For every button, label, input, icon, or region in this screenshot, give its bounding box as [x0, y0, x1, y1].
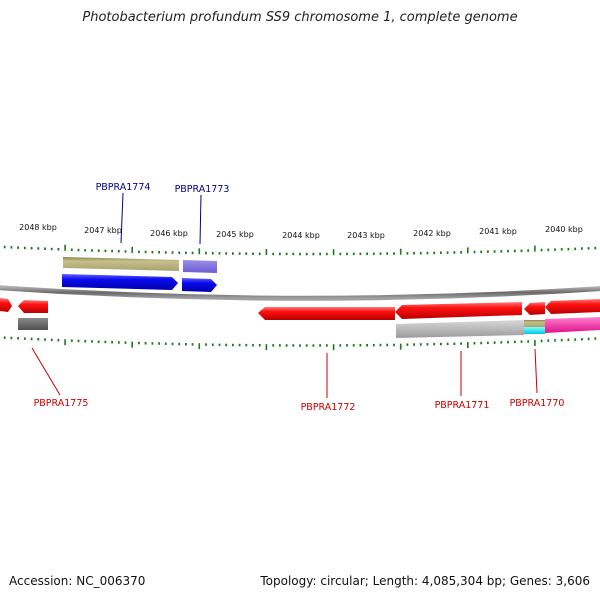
gene-arrow-reverse[interactable] [258, 307, 395, 320]
tick-label: 2040 kbp [545, 225, 583, 234]
gene-arrow-forward[interactable] [182, 278, 217, 292]
feature-bar[interactable] [183, 260, 217, 273]
tick-label: 2047 kbp [84, 226, 122, 235]
genome-summary-text: Topology: circular; Length: 4,085,304 bp… [260, 574, 590, 588]
leader-line [534, 348, 538, 394]
gene-arrow-reverse[interactable] [0, 298, 12, 312]
gene-arrow-reverse[interactable] [545, 299, 600, 314]
feature-bar[interactable] [545, 317, 600, 333]
accession-text: Accession: NC_006370 [9, 574, 146, 588]
tick-label: 2046 kbp [150, 229, 188, 238]
gene-arrow-reverse[interactable] [524, 302, 545, 315]
leader-line [120, 192, 124, 244]
gene-label[interactable]: PBPRA1771 [435, 400, 490, 411]
leader-line [199, 194, 202, 245]
feature-bar[interactable] [63, 257, 179, 271]
gene-label[interactable]: PBPRA1775 [34, 398, 89, 409]
feature-bar[interactable] [396, 320, 524, 338]
tick-label: 2041 kbp [479, 227, 517, 236]
outer-tick-ruler [3, 244, 597, 256]
feature-bar[interactable] [524, 320, 545, 327]
gene-label[interactable]: PBPRA1773 [175, 184, 230, 195]
genome-backbone [0, 285, 600, 301]
gene-label[interactable]: PBPRA1774 [96, 182, 151, 193]
tick-label: 2044 kbp [282, 231, 320, 240]
gene-arrow-reverse[interactable] [395, 302, 522, 319]
tick-label: 2042 kbp [413, 229, 451, 238]
inner-tick-ruler [3, 336, 597, 351]
gene-label[interactable]: PBPRA1772 [301, 402, 356, 413]
feature-bar[interactable] [524, 327, 545, 334]
feature-bar[interactable] [18, 318, 48, 330]
tick-label: 2043 kbp [347, 231, 385, 240]
gene-arrow-reverse[interactable] [18, 300, 48, 313]
leader-line [31, 347, 61, 396]
tick-label: 2048 kbp [19, 223, 57, 232]
tick-label: 2045 kbp [216, 230, 254, 239]
gene-label[interactable]: PBPRA1770 [510, 398, 565, 409]
gene-arrow-forward[interactable] [62, 274, 178, 290]
map-title: Photobacterium profundum SS9 chromosome … [82, 10, 518, 25]
